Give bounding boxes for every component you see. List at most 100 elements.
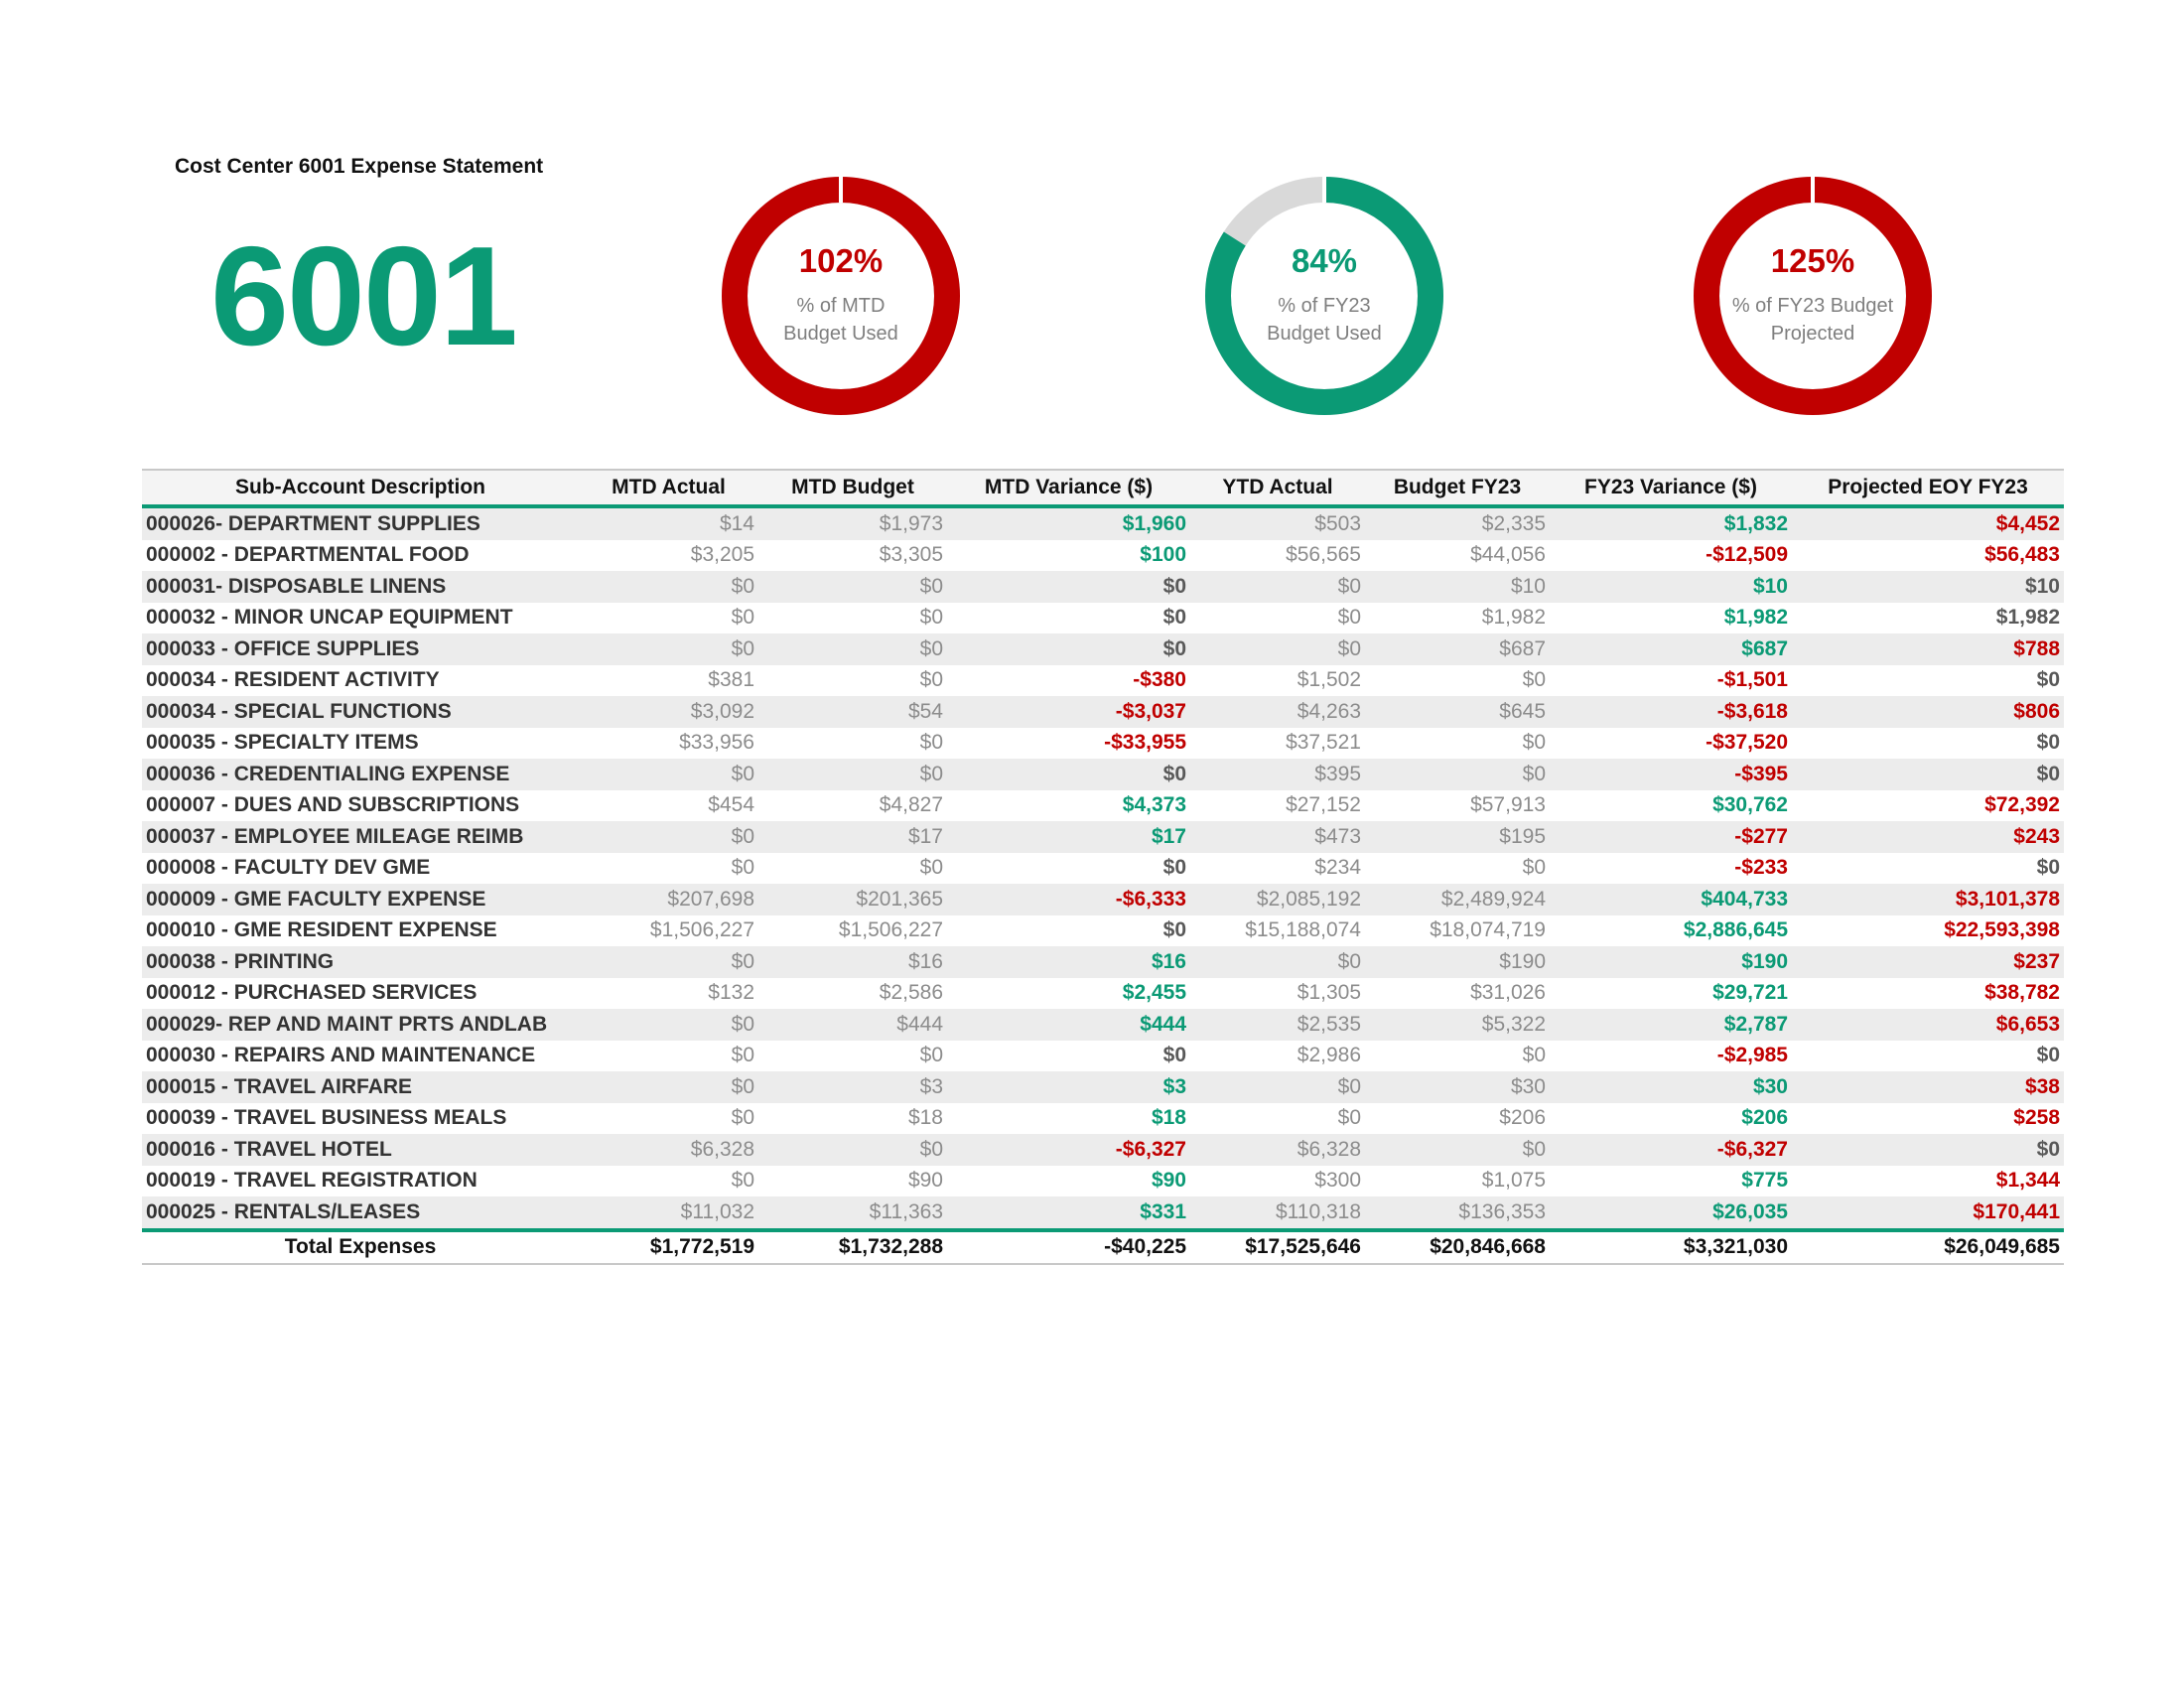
cell-fy23-variance: $29,721 xyxy=(1550,977,1792,1009)
cell-ytd-actual: $1,502 xyxy=(1190,664,1365,696)
cell-projected-eoy: $10 xyxy=(1792,571,2064,603)
cell-fy23-variance: $775 xyxy=(1550,1165,1792,1196)
cell-fy23-variance: $1,982 xyxy=(1550,602,1792,633)
cell-ytd-actual: $0 xyxy=(1190,946,1365,978)
cell-mtd-budget: $0 xyxy=(758,571,947,603)
page-title: Cost Center 6001 Expense Statement xyxy=(175,155,544,178)
cell-mtd-variance: $0 xyxy=(947,633,1190,665)
cell-mtd-actual: $0 xyxy=(579,571,758,603)
cell-budget-fy23: $190 xyxy=(1365,946,1550,978)
cell-mtd-actual: $33,956 xyxy=(579,727,758,759)
cell-description: 000025 - RENTALS/LEASES xyxy=(142,1196,579,1230)
col-header-projected-eoy: Projected EOY FY23 xyxy=(1792,469,2064,508)
cell-projected-eoy: $170,441 xyxy=(1792,1196,2064,1230)
table-header-row: Sub-Account Description MTD Actual MTD B… xyxy=(142,469,2064,508)
table-row: 000029- REP AND MAINT PRTS ANDLAB $0 $444 $… xyxy=(142,1009,2064,1041)
cell-projected-eoy: $0 xyxy=(1792,1134,2064,1166)
expense-table: Sub-Account Description MTD Actual MTD B… xyxy=(142,469,2064,1265)
cell-budget-fy23: $2,335 xyxy=(1365,506,1550,540)
cell-mtd-actual: $1,506,227 xyxy=(579,914,758,946)
cell-description: 000019 - TRAVEL REGISTRATION xyxy=(142,1165,579,1196)
table-row: 000034 - SPECIAL FUNCTIONS $3,092 $54 -$3,0… xyxy=(142,696,2064,728)
cell-description: 000010 - GME RESIDENT EXPENSE xyxy=(142,914,579,946)
cell-projected-eoy: $1,344 xyxy=(1792,1165,2064,1196)
gauge-label-line2: Budget Used xyxy=(1267,323,1382,345)
table-row: 000039 - TRAVEL BUSINESS MEALS $0 $18 $18 $0… xyxy=(142,1102,2064,1134)
cell-mtd-actual: $454 xyxy=(579,789,758,821)
total-budget-fy23: $20,846,668 xyxy=(1365,1227,1550,1265)
table-row: 000016 - TRAVEL HOTEL $6,328 $0 -$6,327 $6,3… xyxy=(142,1134,2064,1166)
cell-description: 000002 - DEPARTMENTAL FOOD xyxy=(142,539,579,571)
total-mtd-actual: $1,772,519 xyxy=(579,1227,758,1265)
cell-description: 000035 - SPECIALTY ITEMS xyxy=(142,727,579,759)
cell-mtd-budget: $444 xyxy=(758,1009,947,1041)
cell-projected-eoy: $38,782 xyxy=(1792,977,2064,1009)
table-row: 000030 - REPAIRS AND MAINTENANCE $0 $0 $0 $2… xyxy=(142,1040,2064,1071)
cell-description: 000009 - GME FACULTY EXPENSE xyxy=(142,884,579,915)
cell-mtd-actual: $0 xyxy=(579,1071,758,1103)
cell-mtd-actual: $0 xyxy=(579,1040,758,1071)
cell-ytd-actual: $27,152 xyxy=(1190,789,1365,821)
cell-mtd-actual: $0 xyxy=(579,1009,758,1041)
cell-mtd-budget: $201,365 xyxy=(758,884,947,915)
cell-description: 000007 - DUES AND SUBSCRIPTIONS xyxy=(142,789,579,821)
gauge-value: 102% xyxy=(798,242,884,279)
cell-fy23-variance: -$12,509 xyxy=(1550,539,1792,571)
cell-mtd-budget: $1,973 xyxy=(758,506,947,540)
gauge-value: 125% xyxy=(1770,242,1855,279)
cell-mtd-actual: $11,032 xyxy=(579,1196,758,1230)
cell-mtd-budget: $0 xyxy=(758,602,947,633)
cell-mtd-actual: $0 xyxy=(579,759,758,790)
cell-mtd-variance: $4,373 xyxy=(947,789,1190,821)
table-row: 000035 - SPECIALTY ITEMS $33,956 $0 -$33,95… xyxy=(142,727,2064,759)
cell-projected-eoy: $1,982 xyxy=(1792,602,2064,633)
cell-ytd-actual: $4,263 xyxy=(1190,696,1365,728)
table-row: 000037 - EMPLOYEE MILEAGE REIMB $0 $17 $17 $… xyxy=(142,821,2064,853)
cell-mtd-budget: $0 xyxy=(758,1134,947,1166)
cell-mtd-budget: $3 xyxy=(758,1071,947,1103)
cell-budget-fy23: $57,913 xyxy=(1365,789,1550,821)
cell-projected-eoy: $38 xyxy=(1792,1071,2064,1103)
total-fy23-variance: $3,321,030 xyxy=(1550,1227,1792,1265)
cell-ytd-actual: $15,188,074 xyxy=(1190,914,1365,946)
table-row: 000026- DEPARTMENT SUPPLIES $14 $1,973 $1,9… xyxy=(142,506,2064,540)
cell-mtd-variance: $0 xyxy=(947,602,1190,633)
cell-mtd-budget: $90 xyxy=(758,1165,947,1196)
cell-mtd-budget: $17 xyxy=(758,821,947,853)
cell-mtd-budget: $16 xyxy=(758,946,947,978)
cell-mtd-budget: $4,827 xyxy=(758,789,947,821)
cell-mtd-variance: $331 xyxy=(947,1196,1190,1230)
cell-budget-fy23: $206 xyxy=(1365,1102,1550,1134)
col-header-mtd-budget: MTD Budget xyxy=(758,469,947,508)
cell-ytd-actual: $395 xyxy=(1190,759,1365,790)
cell-description: 000030 - REPAIRS AND MAINTENANCE xyxy=(142,1040,579,1071)
cell-mtd-variance: -$6,327 xyxy=(947,1134,1190,1166)
cell-mtd-variance: $1,960 xyxy=(947,506,1190,540)
total-mtd-budget: $1,732,288 xyxy=(758,1227,947,1265)
cell-mtd-variance: $16 xyxy=(947,946,1190,978)
cell-budget-fy23: $687 xyxy=(1365,633,1550,665)
cell-mtd-budget: $0 xyxy=(758,852,947,884)
cell-description: 000015 - TRAVEL AIRFARE xyxy=(142,1071,579,1103)
cell-mtd-variance: -$33,955 xyxy=(947,727,1190,759)
cell-projected-eoy: $243 xyxy=(1792,821,2064,853)
cell-fy23-variance: -$37,520 xyxy=(1550,727,1792,759)
cell-projected-eoy: $3,101,378 xyxy=(1792,884,2064,915)
donut-chart xyxy=(722,175,960,415)
table-row: 000038 - PRINTING $0 $16 $16 $0 $190 $190 $237 xyxy=(142,946,2064,978)
cell-fy23-variance: $30 xyxy=(1550,1071,1792,1103)
cell-mtd-budget: $2,586 xyxy=(758,977,947,1009)
table-row: 000015 - TRAVEL AIRFARE $0 $3 $3 $0 $30 $30 $38 xyxy=(142,1071,2064,1103)
cell-mtd-actual: $0 xyxy=(579,633,758,665)
cell-mtd-variance: $0 xyxy=(947,571,1190,603)
col-header-budget-fy23: Budget FY23 xyxy=(1365,469,1550,508)
cell-budget-fy23: $5,322 xyxy=(1365,1009,1550,1041)
cell-budget-fy23: $0 xyxy=(1365,1040,1550,1071)
cell-description: 000029- REP AND MAINT PRTS ANDLAB xyxy=(142,1009,579,1041)
cell-description: 000038 - PRINTING xyxy=(142,946,579,978)
cell-mtd-actual: $14 xyxy=(579,506,758,540)
cell-mtd-variance: $0 xyxy=(947,852,1190,884)
cell-projected-eoy: $0 xyxy=(1792,664,2064,696)
cell-fy23-variance: $30,762 xyxy=(1550,789,1792,821)
cell-ytd-actual: $37,521 xyxy=(1190,727,1365,759)
